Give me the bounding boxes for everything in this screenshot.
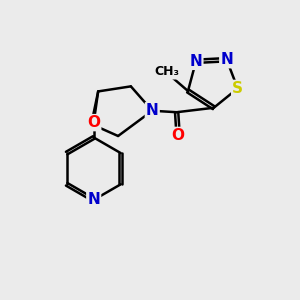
Text: N: N [220,52,233,67]
Text: N: N [87,192,100,207]
Text: N: N [146,103,159,118]
Text: S: S [232,81,243,96]
Text: N: N [190,54,202,69]
Text: O: O [172,128,184,143]
Text: O: O [87,115,100,130]
Text: CH₃: CH₃ [154,65,179,79]
